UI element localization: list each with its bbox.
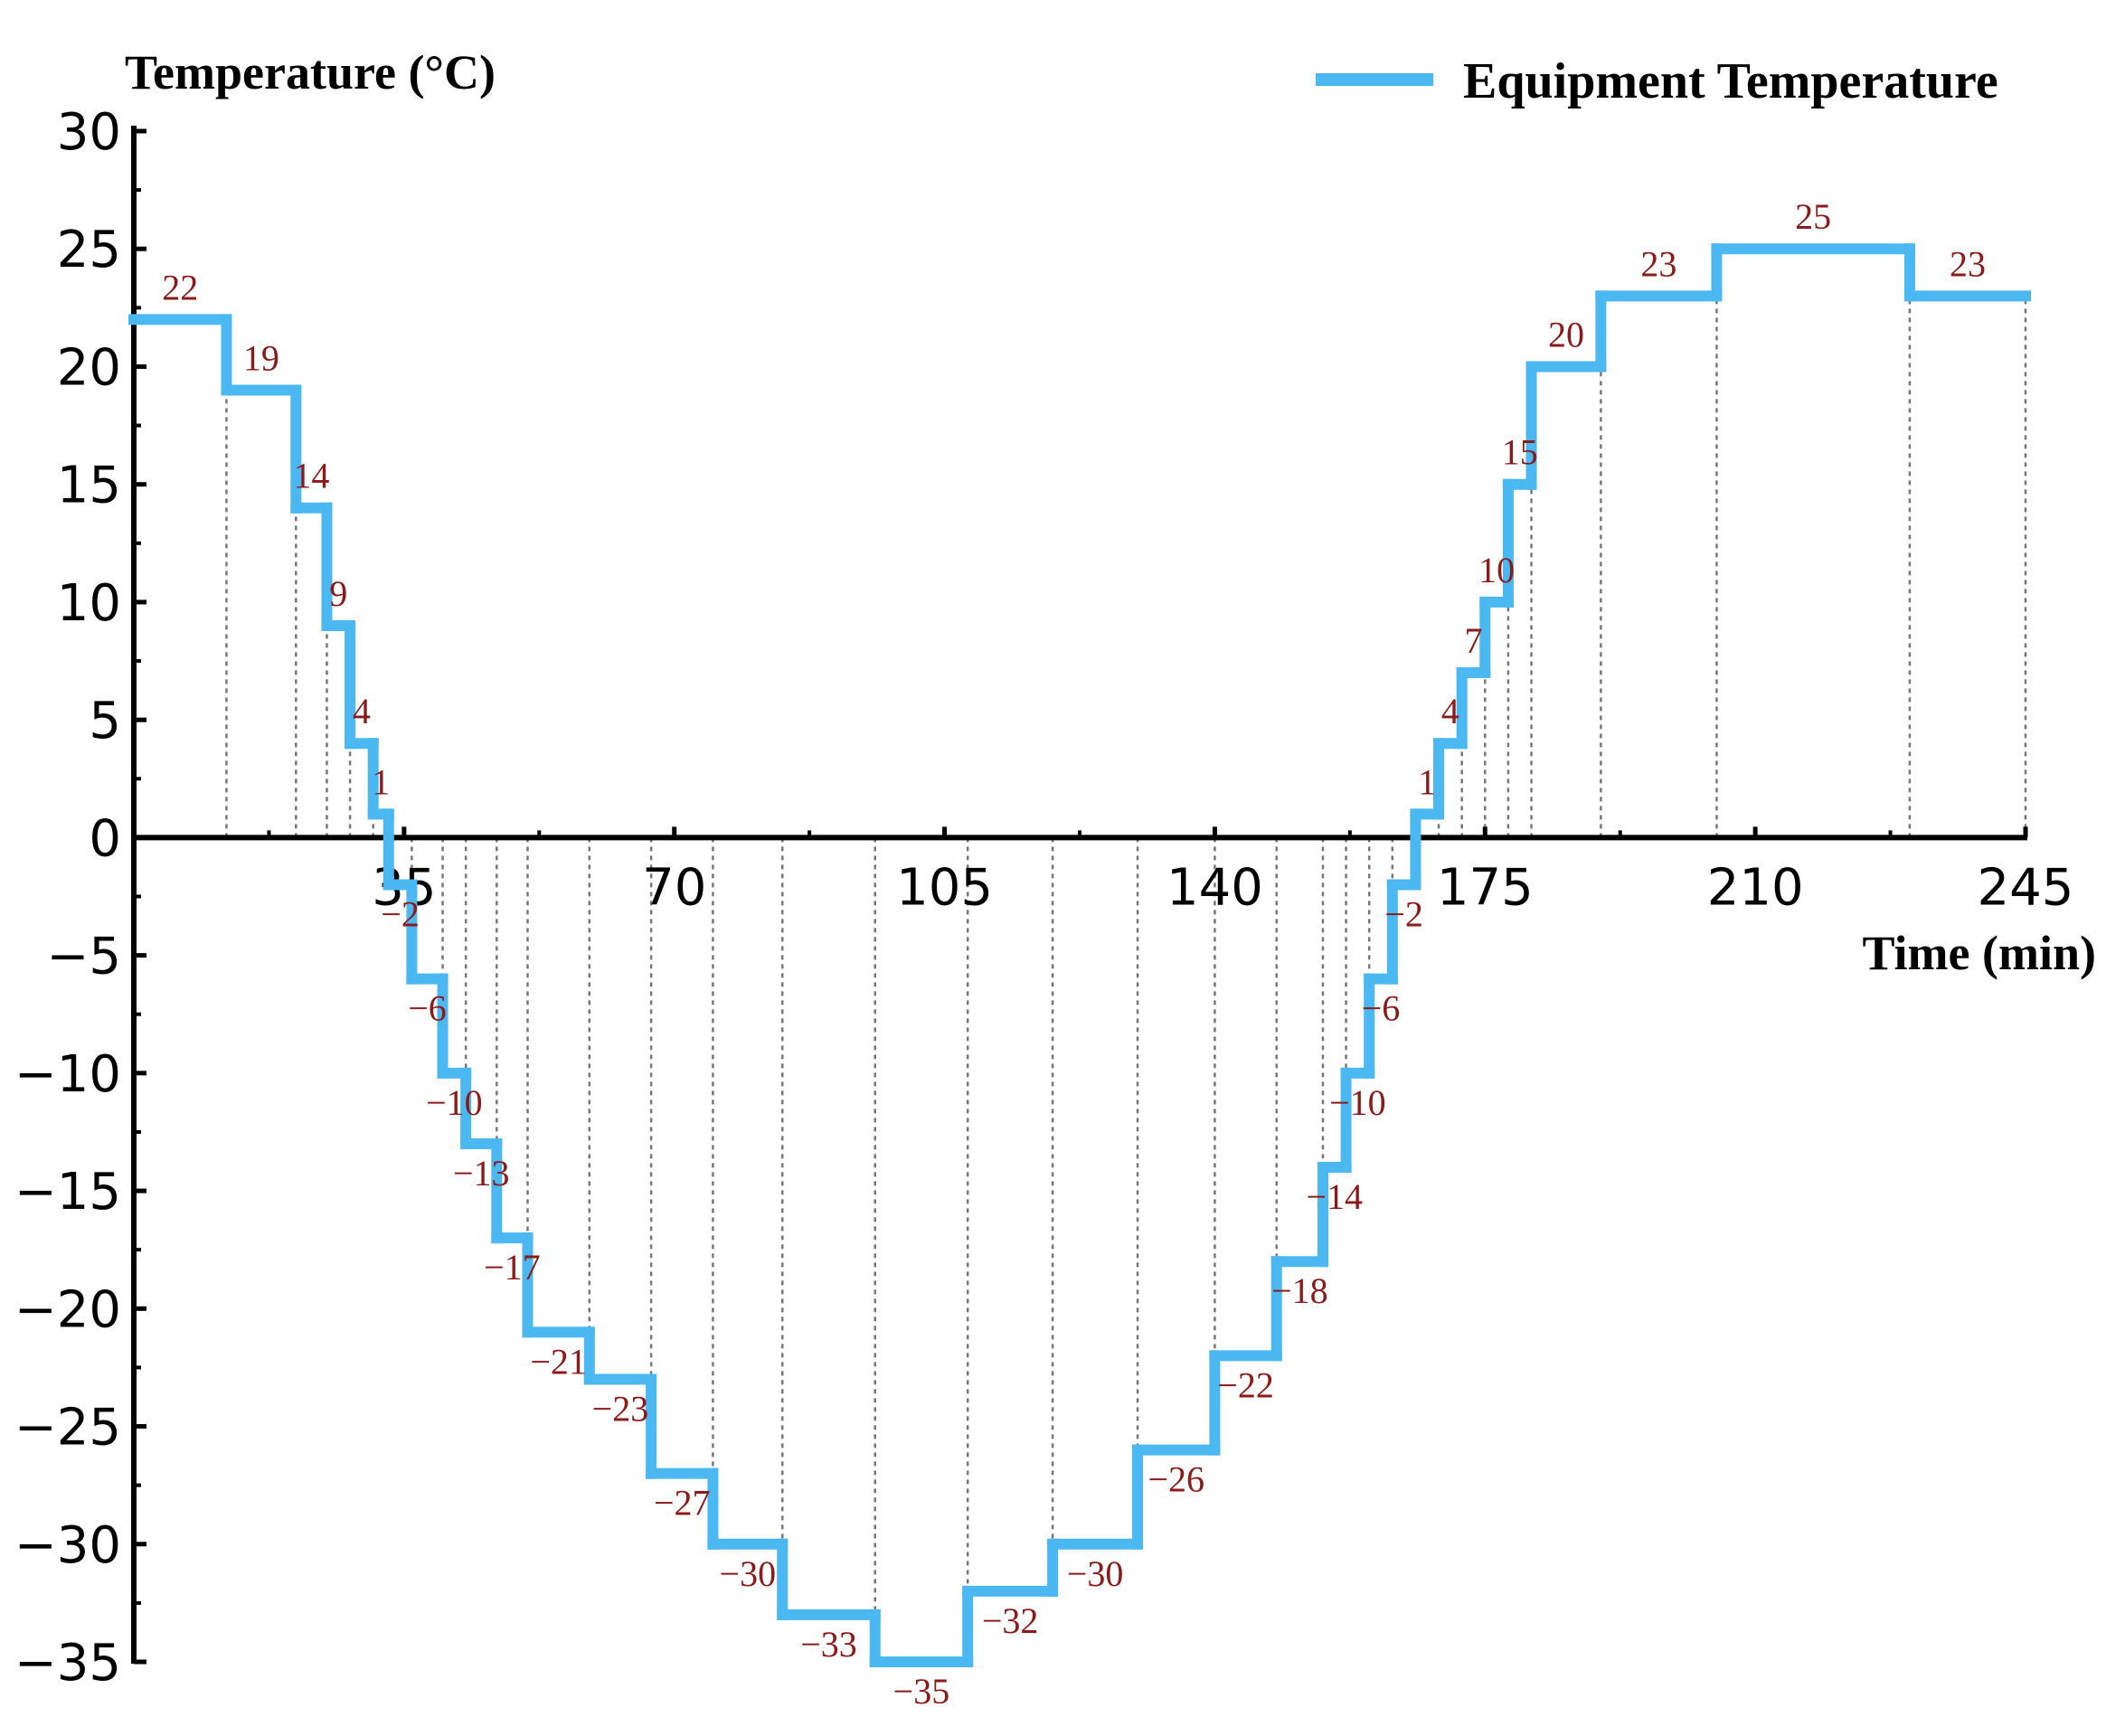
data-label: 1 — [1418, 761, 1436, 802]
data-label: −2 — [381, 893, 420, 934]
data-label: 7 — [1464, 620, 1482, 661]
x-tick-label: 245 — [1978, 858, 2074, 917]
x-tick-label: 70 — [642, 858, 706, 917]
data-label: 9 — [329, 573, 347, 614]
data-label: 22 — [162, 267, 198, 307]
axes: 302520151050−5−10−15−20−25−30−3535701051… — [14, 103, 2074, 1693]
data-label: −21 — [530, 1341, 587, 1382]
series-layer — [128, 243, 2031, 1667]
y-tick-label: 20 — [57, 338, 121, 397]
y-axis-title: Temperature (°C) — [125, 45, 496, 99]
legend: Equipment Temperature — [1316, 53, 1998, 109]
x-axis-title: Time (min) — [1863, 926, 2096, 980]
legend-label: Equipment Temperature — [1463, 53, 1998, 109]
data-label: −6 — [408, 988, 447, 1029]
guide-lines — [225, 249, 2027, 1662]
data-label: −10 — [426, 1082, 483, 1123]
data-label: 15 — [1502, 432, 1538, 473]
x-tick-label: 140 — [1166, 858, 1263, 917]
y-tick-label: −10 — [14, 1045, 121, 1104]
data-label: 25 — [1795, 196, 1831, 237]
data-label: 1 — [372, 761, 390, 802]
data-label: −22 — [1217, 1364, 1274, 1405]
y-tick-label: −5 — [46, 928, 121, 986]
data-label: −26 — [1148, 1459, 1204, 1500]
data-label: −10 — [1329, 1082, 1386, 1123]
y-tick-label: −25 — [14, 1399, 121, 1458]
y-tick-label: −30 — [14, 1516, 121, 1575]
data-label: −13 — [453, 1153, 510, 1194]
data-label: −14 — [1306, 1176, 1363, 1217]
data-label: 4 — [1441, 691, 1459, 731]
data-label: −18 — [1271, 1270, 1328, 1311]
data-label: −33 — [800, 1624, 857, 1665]
data-label: −17 — [484, 1247, 541, 1288]
x-tick-label: 175 — [1437, 858, 1534, 917]
data-label: −30 — [1067, 1553, 1124, 1594]
y-tick-label: 25 — [57, 221, 121, 279]
x-tick-label: 210 — [1707, 858, 1804, 917]
data-label: 4 — [353, 691, 371, 731]
data-labels: 221914941−2−6−10−13−17−21−23−27−30−33−35… — [162, 196, 1986, 1712]
data-label: 23 — [1640, 243, 1676, 284]
y-tick-label: 15 — [57, 457, 121, 515]
data-label: −30 — [720, 1553, 777, 1594]
data-label: 14 — [293, 456, 329, 496]
data-label: −2 — [1384, 893, 1423, 934]
data-label: 20 — [1548, 314, 1584, 354]
data-label: −35 — [893, 1671, 950, 1712]
y-tick-label: −15 — [14, 1163, 121, 1222]
y-tick-label: −20 — [14, 1280, 121, 1339]
y-tick-label: 10 — [57, 574, 121, 633]
y-tick-label: 0 — [89, 809, 121, 868]
y-tick-label: −35 — [14, 1634, 121, 1693]
data-label: −32 — [982, 1600, 1039, 1641]
y-tick-label: 30 — [57, 103, 121, 162]
data-label: 19 — [243, 338, 279, 379]
data-label: 10 — [1478, 550, 1515, 590]
x-tick-label: 105 — [896, 858, 993, 917]
y-tick-label: 5 — [89, 692, 121, 750]
data-label: −6 — [1362, 988, 1401, 1029]
data-label: 23 — [1950, 243, 1986, 284]
data-label: −23 — [592, 1388, 649, 1429]
data-label: −27 — [654, 1483, 711, 1524]
